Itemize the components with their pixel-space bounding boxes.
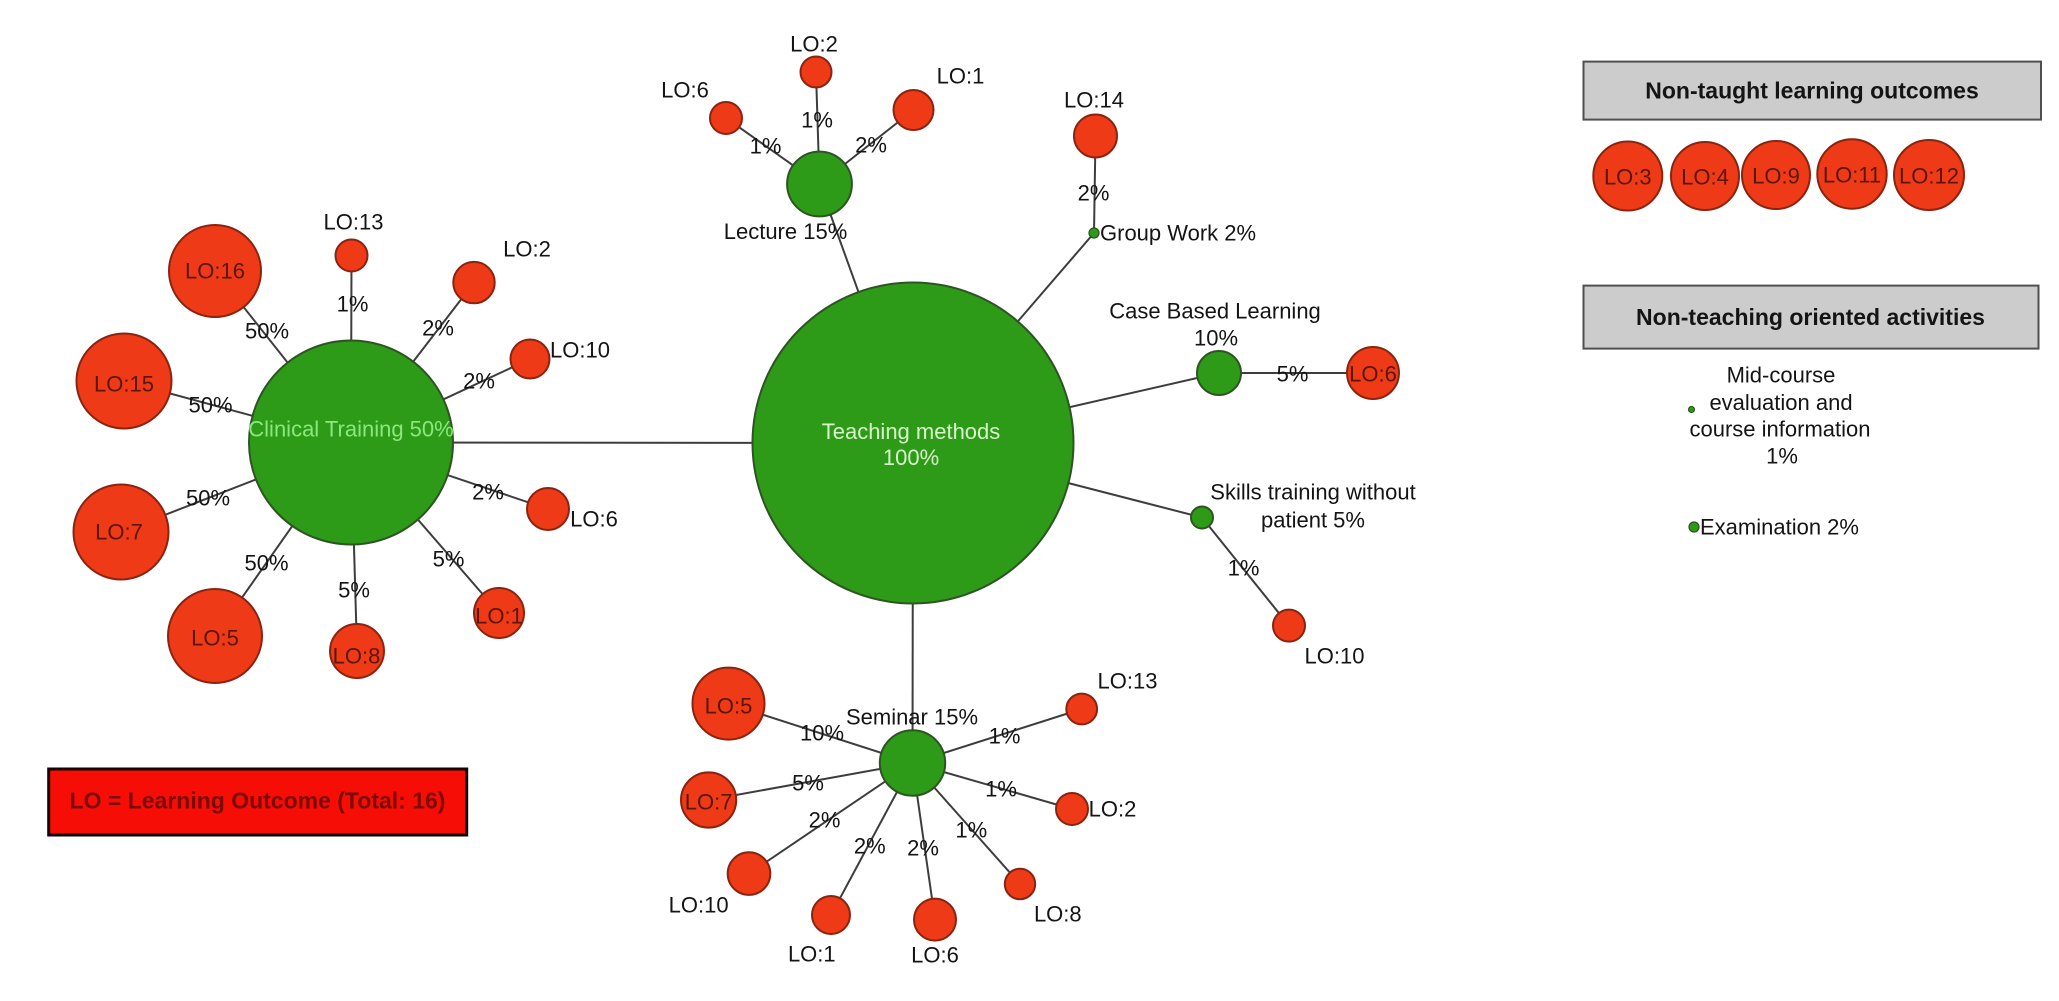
svg-text:Group Work 2%: Group Work 2% (1100, 221, 1256, 246)
svg-text:LO:6: LO:6 (570, 507, 618, 532)
svg-text:50%: 50% (188, 393, 232, 418)
svg-text:patient 5%: patient 5% (1261, 508, 1365, 533)
svg-text:LO:7: LO:7 (685, 790, 733, 815)
svg-text:LO:13: LO:13 (324, 210, 384, 235)
svg-text:1%: 1% (750, 134, 782, 159)
svg-text:1%: 1% (989, 724, 1021, 749)
svg-text:LO:2: LO:2 (503, 237, 551, 262)
svg-text:LO:2: LO:2 (790, 32, 838, 57)
svg-text:10%: 10% (1194, 326, 1238, 351)
svg-text:Clinical Training 50%: Clinical Training 50% (248, 417, 453, 442)
svg-text:10%: 10% (800, 721, 844, 746)
svg-text:5%: 5% (792, 771, 824, 796)
svg-text:100%: 100% (883, 445, 939, 470)
svg-text:2%: 2% (463, 369, 495, 394)
svg-text:LO:10: LO:10 (1305, 644, 1365, 669)
svg-text:1%: 1% (1766, 444, 1798, 469)
svg-text:Lecture 15%: Lecture 15% (724, 219, 848, 244)
svg-text:LO:6: LO:6 (911, 943, 959, 968)
svg-text:LO:12: LO:12 (1899, 164, 1959, 189)
svg-text:LO:10: LO:10 (550, 338, 610, 363)
svg-text:1%: 1% (955, 818, 987, 843)
svg-text:Skills training without: Skills training without (1210, 480, 1415, 505)
svg-text:2%: 2% (422, 316, 454, 341)
svg-text:LO = Learning Outcome (Total:: LO = Learning Outcome (Total: 16) (70, 788, 446, 814)
svg-text:LO:14: LO:14 (1064, 88, 1124, 113)
svg-text:LO:7: LO:7 (95, 520, 143, 545)
svg-text:2%: 2% (854, 834, 886, 859)
svg-text:LO:6: LO:6 (661, 78, 709, 103)
svg-text:LO:5: LO:5 (191, 626, 239, 651)
svg-text:Examination 2%: Examination 2% (1700, 515, 1859, 540)
svg-text:LO:4: LO:4 (1681, 165, 1729, 190)
svg-text:LO:10: LO:10 (669, 893, 729, 918)
svg-text:LO:1: LO:1 (475, 604, 523, 629)
svg-text:5%: 5% (1277, 362, 1309, 387)
svg-text:Teaching methods: Teaching methods (822, 419, 1001, 444)
svg-text:50%: 50% (244, 551, 288, 576)
svg-text:5%: 5% (433, 547, 465, 572)
svg-text:2%: 2% (472, 480, 504, 505)
svg-text:LO:13: LO:13 (1098, 669, 1158, 694)
svg-text:LO:8: LO:8 (1034, 902, 1082, 927)
svg-text:LO:8: LO:8 (333, 644, 381, 669)
svg-text:course information: course information (1690, 417, 1871, 442)
svg-text:Non-taught learning outcomes: Non-taught learning outcomes (1645, 78, 1979, 104)
svg-text:LO:11: LO:11 (1823, 163, 1881, 188)
svg-text:LO:6: LO:6 (1349, 362, 1397, 387)
svg-text:50%: 50% (186, 486, 230, 511)
svg-text:50%: 50% (245, 319, 289, 344)
svg-text:2%: 2% (1078, 181, 1110, 206)
svg-text:2%: 2% (809, 808, 841, 833)
svg-text:2%: 2% (855, 133, 887, 158)
svg-text:LO:2: LO:2 (1089, 797, 1137, 822)
svg-text:2%: 2% (907, 836, 939, 861)
svg-text:LO:9: LO:9 (1752, 164, 1800, 189)
svg-text:1%: 1% (337, 292, 369, 317)
svg-text:1%: 1% (1228, 556, 1260, 581)
svg-text:5%: 5% (338, 578, 370, 603)
svg-text:Non-teaching oriented activiti: Non-teaching oriented activities (1636, 304, 1985, 330)
svg-text:1%: 1% (985, 777, 1017, 802)
svg-text:LO:3: LO:3 (1604, 165, 1652, 190)
svg-text:LO:16: LO:16 (185, 259, 245, 284)
svg-text:1%: 1% (801, 108, 833, 133)
svg-text:Mid-course: Mid-course (1727, 363, 1836, 388)
svg-text:evaluation and: evaluation and (1709, 390, 1852, 415)
svg-text:Seminar 15%: Seminar 15% (846, 705, 978, 730)
svg-text:LO:15: LO:15 (94, 372, 154, 397)
svg-text:Case Based Learning: Case Based Learning (1109, 299, 1321, 324)
svg-text:LO:1: LO:1 (937, 64, 985, 89)
svg-text:LO:1: LO:1 (788, 942, 836, 967)
svg-text:LO:5: LO:5 (705, 694, 753, 719)
